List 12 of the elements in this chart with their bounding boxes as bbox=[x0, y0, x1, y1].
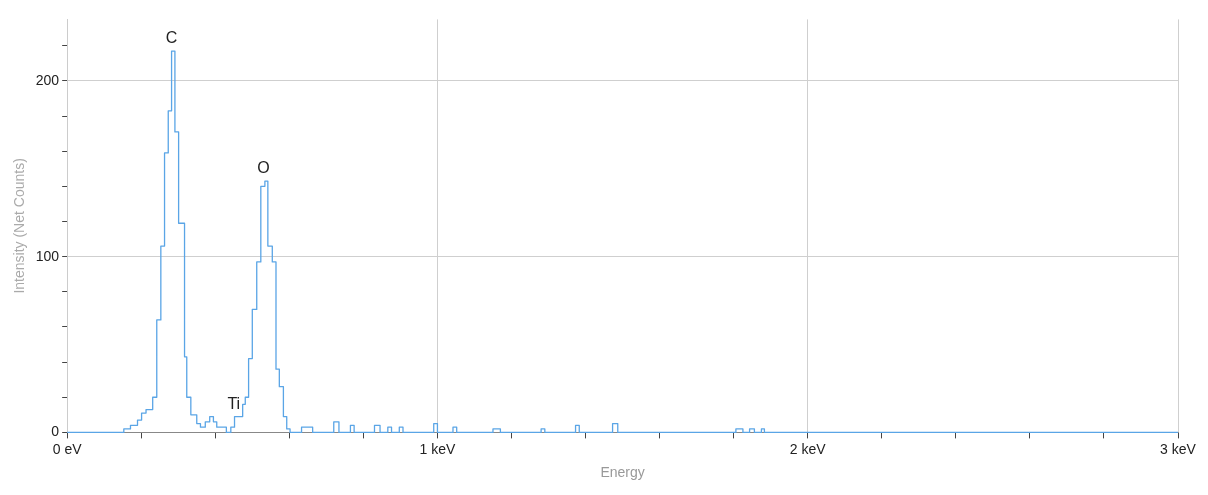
annotation: C bbox=[165, 29, 178, 47]
x-axis-title: Energy bbox=[600, 464, 645, 481]
x-tick-label: 3 keV bbox=[1160, 440, 1197, 457]
y-tick-label: 200 bbox=[35, 71, 60, 88]
y-axis-title: Intensity (Net Counts) bbox=[11, 158, 28, 294]
y-tick-label: 100 bbox=[35, 247, 60, 264]
x-tick-label: 2 keV bbox=[789, 440, 827, 457]
x-tick-label: 1 keV bbox=[419, 440, 456, 457]
annotation: Ti bbox=[227, 394, 241, 412]
y-tick-label: 0 bbox=[51, 423, 60, 440]
annotation: O bbox=[257, 159, 270, 177]
x-tick-label: 0 eV bbox=[52, 440, 83, 457]
